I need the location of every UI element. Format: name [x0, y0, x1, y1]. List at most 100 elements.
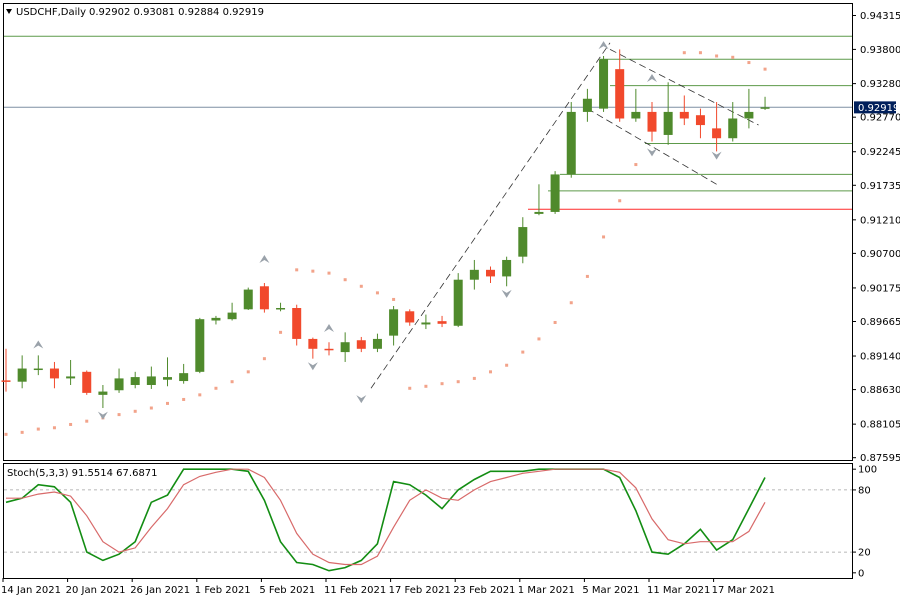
- candle-body: [518, 227, 528, 257]
- candlestick-series: [1, 49, 770, 409]
- psar-dot: [408, 386, 412, 390]
- fractal-down-icon: [97, 411, 108, 420]
- psar-dot: [182, 397, 186, 401]
- stoch-label: Stoch(5,3,3) 91.5514 67.6871: [7, 468, 158, 479]
- current-price-badge: [854, 101, 896, 114]
- time-tick-label: 17 Feb 2021: [389, 585, 451, 596]
- price-tick-label: 0.90175: [860, 283, 900, 294]
- candle-body: [66, 376, 76, 379]
- stoch-panel-frame: [3, 463, 853, 579]
- psar-dot: [198, 393, 202, 397]
- psar-dot: [52, 426, 56, 430]
- price-tick-label: 0.89140: [860, 352, 900, 363]
- psar-dot: [602, 235, 606, 239]
- psar-dot: [20, 430, 24, 434]
- ohlc-values: 0.92902 0.93081 0.92884 0.92919: [89, 7, 264, 18]
- price-tick-label: 0.87595: [860, 453, 900, 464]
- time-tick-label: 17 Mar 2021: [712, 585, 775, 596]
- psar-dot: [731, 55, 735, 59]
- horizontal-levels: [4, 35, 852, 210]
- stoch-tick-label: 80: [858, 485, 871, 496]
- candle-body: [1, 380, 11, 382]
- candle-body: [695, 115, 705, 126]
- stoch-tick-label: 20: [858, 548, 871, 559]
- candle-body: [728, 118, 738, 139]
- psar-dot: [585, 274, 589, 278]
- price-tick-label: 0.91735: [860, 181, 900, 192]
- psar-dot: [440, 382, 444, 386]
- fractal-down-icon: [356, 395, 367, 404]
- candle-body: [486, 269, 495, 277]
- candle-body: [227, 312, 237, 320]
- psar-dot: [505, 363, 509, 367]
- psar-dot: [456, 380, 460, 384]
- fractal-up-icon: [324, 324, 334, 333]
- psar-dot: [133, 409, 137, 413]
- candle-body: [259, 286, 269, 310]
- candle-body: [760, 107, 770, 109]
- candle-body: [389, 309, 399, 336]
- price-panel-frame: [3, 3, 853, 461]
- fractal-down-icon: [711, 151, 722, 160]
- stochastic-oscillator: 100 80 20 0: [4, 465, 877, 579]
- psar-dot: [69, 422, 73, 426]
- psar-dot: [763, 67, 767, 71]
- fractal-markers: [33, 41, 722, 420]
- candle-body: [130, 377, 140, 385]
- triangle-down-icon[interactable]: [6, 9, 12, 14]
- candle-body: [195, 319, 205, 372]
- time-tick-label: 11 Mar 2021: [647, 585, 710, 596]
- price-tick-label: 0.91210: [860, 215, 900, 226]
- price-tick-label: 0.90700: [860, 249, 900, 260]
- trendlines: [370, 42, 759, 389]
- current-price-label: 0.92919: [858, 103, 899, 114]
- candle-body: [17, 368, 27, 382]
- candle-body: [33, 368, 43, 371]
- fractal-down-icon: [501, 289, 512, 298]
- time-tick-label: 1 Mar 2021: [518, 585, 575, 596]
- psar-dot: [149, 406, 153, 410]
- psar-dot: [472, 376, 476, 380]
- psar-dot: [618, 199, 622, 203]
- candle-body: [211, 317, 221, 321]
- candle-body: [679, 111, 689, 119]
- channel-bottom-line: [587, 108, 717, 185]
- psar-dot: [359, 284, 363, 288]
- psar-dot: [230, 380, 234, 384]
- candle-body: [437, 321, 447, 324]
- fractal-up-icon: [33, 340, 44, 349]
- psar-dot: [327, 271, 331, 275]
- stoch-tick-label: 100: [858, 465, 877, 476]
- psar-dot: [537, 337, 541, 341]
- candle-body: [566, 111, 576, 175]
- price-tick-label: 0.88105: [860, 420, 900, 431]
- psar-dot: [424, 384, 428, 388]
- psar-dot: [553, 320, 557, 324]
- candle-body: [405, 311, 415, 323]
- candle-body: [82, 371, 92, 393]
- psar-dot: [392, 297, 396, 301]
- psar-dot: [166, 401, 169, 405]
- psar-dot: [489, 370, 492, 374]
- psar-dot: [36, 427, 40, 431]
- candle-body: [615, 69, 625, 119]
- psar-dot: [311, 269, 315, 273]
- time-tick-label: 23 Feb 2021: [453, 585, 515, 596]
- candle-body: [712, 128, 722, 139]
- psar-dot: [634, 163, 638, 167]
- psar-dot: [295, 268, 299, 272]
- psar-dot: [246, 370, 250, 374]
- fractal-up-icon: [647, 74, 657, 83]
- time-tick-label: 20 Jan 2021: [66, 585, 126, 596]
- price-tick-label: 0.88630: [860, 385, 900, 396]
- channel-top-line: [609, 49, 759, 126]
- psar-dot: [117, 413, 121, 417]
- time-tick-label: 14 Jan 2021: [1, 585, 61, 596]
- candle-body: [631, 111, 641, 119]
- psar-dot: [262, 357, 266, 361]
- time-tick-label: 1 Feb 2021: [195, 585, 251, 596]
- candle-body: [502, 259, 512, 277]
- candle-body: [372, 338, 382, 349]
- fractal-up-icon: [259, 254, 270, 263]
